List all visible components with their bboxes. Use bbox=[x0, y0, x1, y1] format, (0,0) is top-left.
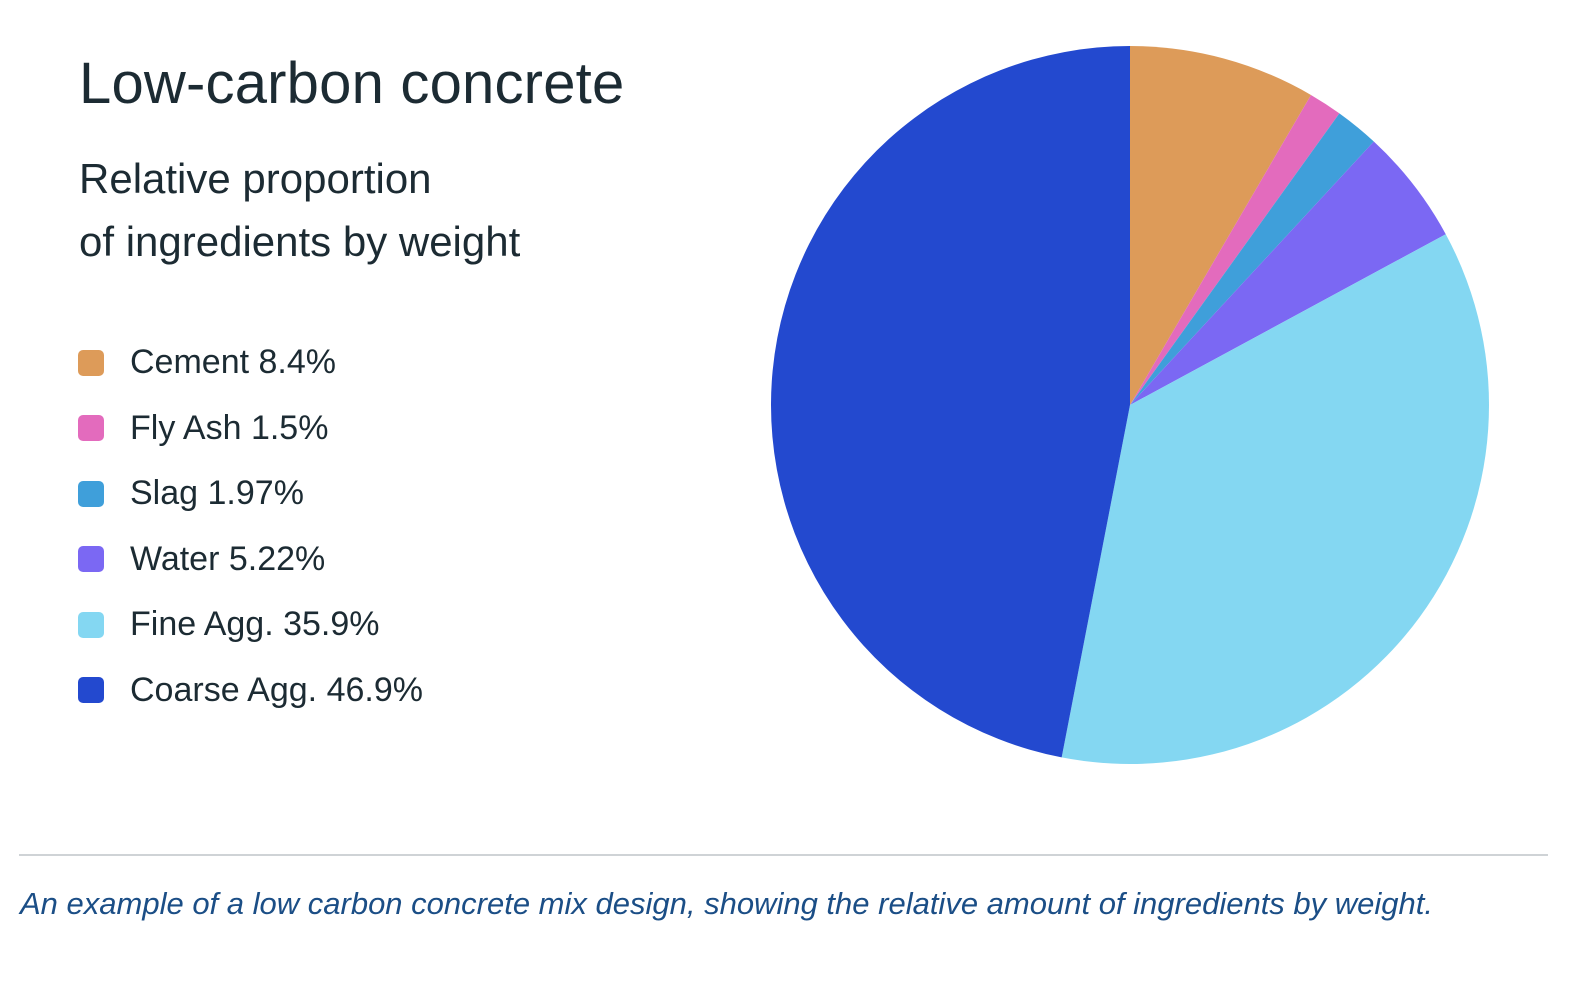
legend-item-coarse-agg: Coarse Agg. 46.9% bbox=[78, 658, 423, 724]
legend-swatch-fine-agg bbox=[78, 611, 104, 638]
legend-value-water: 5.22% bbox=[228, 539, 326, 578]
chart-legend: Cement 8.4% Fly Ash 1.5% Slag 1.97% Wate… bbox=[78, 330, 423, 723]
legend-label-water: Water bbox=[130, 539, 220, 578]
legend-text-cement: Cement 8.4% bbox=[130, 343, 336, 382]
legend-value-cement: 8.4% bbox=[258, 343, 337, 382]
legend-label-fly-ash: Fly Ash bbox=[130, 408, 242, 447]
legend-item-water: Water 5.22% bbox=[78, 527, 423, 593]
chart-subtitle-line-2: of ingredients by weight bbox=[79, 218, 521, 265]
legend-text-water: Water 5.22% bbox=[130, 540, 325, 579]
legend-value-fly-ash: 1.5% bbox=[250, 408, 329, 447]
legend-text-coarse-agg: Coarse Agg. 46.9% bbox=[130, 671, 423, 710]
pie-chart bbox=[770, 46, 1489, 764]
legend-text-fly-ash: Fly Ash 1.5% bbox=[130, 409, 328, 448]
legend-text-fine-agg: Fine Agg. 35.9% bbox=[130, 605, 380, 644]
pie-slice-coarse-agg bbox=[770, 46, 1130, 758]
legend-value-fine-agg: 35.9% bbox=[283, 605, 380, 644]
legend-label-slag: Slag bbox=[130, 474, 199, 513]
legend-swatch-coarse-agg bbox=[78, 677, 104, 704]
legend-item-fine-agg: Fine Agg. 35.9% bbox=[78, 592, 423, 658]
figure-caption: An example of a low carbon concrete mix … bbox=[20, 886, 1433, 921]
legend-swatch-fly-ash bbox=[78, 415, 104, 442]
legend-text-slag: Slag 1.97% bbox=[130, 474, 304, 513]
chart-subtitle: Relative proportion of ingredients by we… bbox=[79, 147, 520, 273]
legend-label-coarse-agg: Coarse Agg. bbox=[130, 670, 318, 709]
legend-item-cement: Cement 8.4% bbox=[78, 330, 423, 396]
pie-slice-fly-ash bbox=[1130, 94, 1340, 405]
chart-subtitle-line-1: Relative proportion bbox=[79, 155, 432, 202]
legend-item-fly-ash: Fly Ash 1.5% bbox=[78, 396, 423, 462]
chart-title: Low-carbon concrete bbox=[79, 51, 625, 116]
legend-label-fine-agg: Fine Agg. bbox=[130, 605, 274, 644]
pie-slice-slag bbox=[1130, 113, 1374, 405]
legend-swatch-water bbox=[78, 546, 104, 573]
pie-slice-fine-agg bbox=[1061, 234, 1489, 764]
legend-value-coarse-agg: 46.9% bbox=[326, 670, 423, 709]
legend-swatch-cement bbox=[78, 349, 104, 376]
caption-divider bbox=[19, 854, 1548, 856]
legend-swatch-slag bbox=[78, 480, 104, 507]
pie-slice-water bbox=[1130, 141, 1446, 405]
pie-slice-cement bbox=[1130, 46, 1311, 405]
legend-label-cement: Cement bbox=[130, 343, 250, 382]
legend-item-slag: Slag 1.97% bbox=[78, 461, 423, 527]
legend-value-slag: 1.97% bbox=[207, 474, 304, 513]
